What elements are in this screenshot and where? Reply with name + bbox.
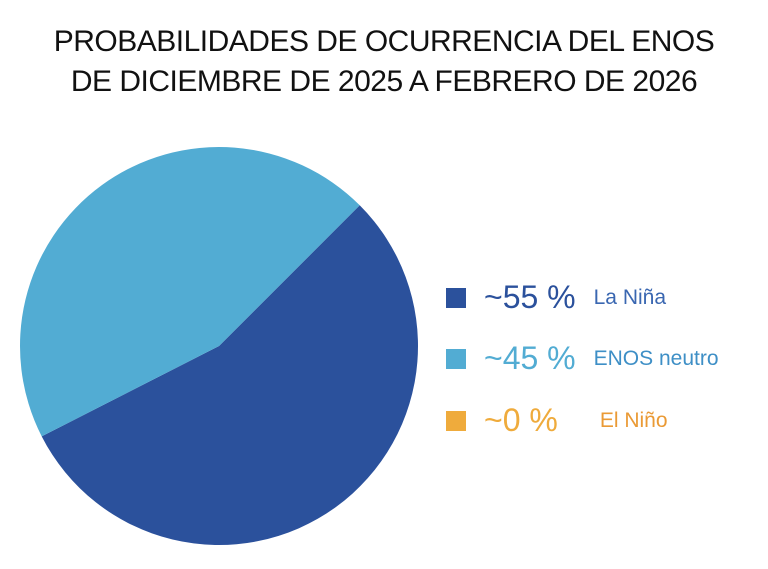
legend-swatch — [446, 348, 466, 369]
legend-swatch — [446, 410, 466, 431]
legend-value: ~45 % — [484, 340, 576, 376]
legend-label: ENOS neutro — [593, 346, 719, 370]
legend-swatch — [446, 287, 466, 308]
pie-slice-la-ni-a — [41, 205, 419, 545]
pie-slice-enos-neutro — [20, 147, 360, 437]
legend-item: ~55 % La Niña — [446, 279, 666, 316]
legend-item: ~45 % ENOS neutro — [446, 340, 719, 377]
legend-item: ~0 % El Niño — [446, 402, 668, 439]
chart-title-line-2: DE DICIEMBRE DE 2025 A FEBRERO DE 2026 — [70, 65, 698, 98]
legend-value: ~55 % — [484, 279, 576, 315]
legend-label: El Niño — [599, 408, 668, 432]
chart-title: PROBABILIDADES DE OCURRENCIA DEL ENOS DE… — [0, 22, 768, 102]
legend-value: ~0 % — [484, 402, 558, 438]
chart-title-line-1: PROBABILIDADES DE OCURRENCIA DEL ENOS — [53, 25, 715, 58]
legend-label: La Niña — [593, 285, 667, 309]
